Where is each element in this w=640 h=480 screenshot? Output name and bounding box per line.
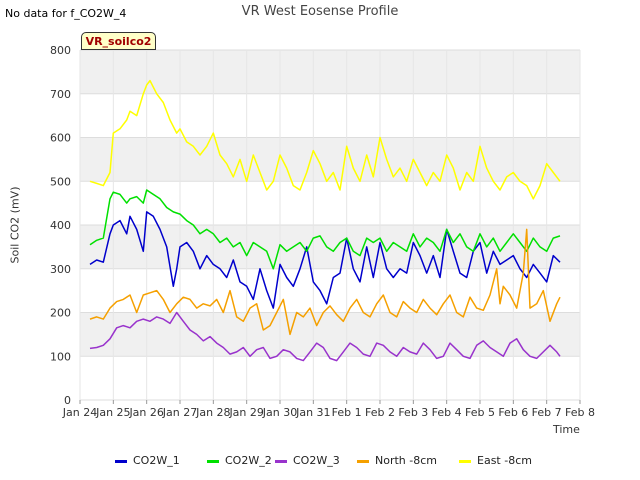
y-tick-label: 200 [50, 307, 71, 320]
legend-label: CO2W_1 [133, 454, 180, 467]
y-tick-label: 300 [50, 263, 71, 276]
series-line-east-8cm [89, 79, 561, 200]
series-line-north-8cm [89, 228, 561, 336]
y-tick-label: 100 [50, 350, 71, 363]
x-tick-label: Feb 2 [365, 406, 395, 419]
x-tick-label: Feb 3 [398, 406, 428, 419]
x-tick-label: Jan 31 [295, 406, 330, 419]
x-tick-label: Jan 25 [95, 406, 130, 419]
y-tick-label: 800 [50, 44, 71, 57]
plot-band [80, 312, 580, 357]
plot-band [80, 225, 580, 269]
legend-item[interactable]: CO2W_3 [275, 453, 340, 469]
x-tick-label: Feb 5 [465, 406, 495, 419]
x-tick-label: Feb 8 [565, 406, 595, 419]
x-tick-label: Feb 1 [332, 406, 362, 419]
plot-bands [80, 50, 580, 357]
series-line-co2w-2 [89, 189, 561, 270]
x-axis-label: Time [553, 423, 580, 436]
x-tick-label: Jan 26 [128, 406, 163, 419]
x-tick-label: Feb 4 [432, 406, 462, 419]
x-tick-label: Jan 24 [62, 406, 97, 419]
legend-swatch [357, 459, 369, 463]
legend-item[interactable]: CO2W_2 [207, 453, 272, 469]
legend-item[interactable]: CO2W_1 [115, 453, 180, 469]
legend-swatch [115, 459, 127, 463]
legend-label: East -8cm [477, 454, 532, 467]
x-tick-label: Jan 28 [195, 406, 230, 419]
chart-title: VR West Eosense Profile [241, 4, 399, 19]
legend-label: North -8cm [375, 454, 437, 467]
y-tick-label: 600 [50, 132, 71, 145]
plot-band [80, 137, 580, 182]
x-tick-label: Jan 29 [228, 406, 263, 419]
legend-item[interactable]: East -8cm [459, 453, 532, 469]
series-lines [89, 79, 561, 362]
y-tick-label: 500 [50, 175, 71, 188]
site-badge: VR_soilco2 [81, 32, 156, 50]
series-line-co2w-3 [89, 311, 561, 362]
legend-swatch [207, 459, 219, 463]
y-axis-label: Soil CO2 (mV) [8, 186, 22, 264]
x-tick-label: Jan 27 [162, 406, 197, 419]
y-ticks: 0 100 200 300 400 500 600 700 800 [50, 44, 71, 407]
legend: CO2W_1 CO2W_2 CO2W_3 North -8cm East -8cm [0, 453, 640, 469]
y-tick-label: 0 [64, 394, 71, 407]
x-tick-label: Feb 6 [498, 406, 528, 419]
legend-item[interactable]: North -8cm [357, 453, 437, 469]
x-tick-label: Jan 30 [262, 406, 297, 419]
legend-swatch [459, 459, 471, 463]
y-tick-label: 700 [50, 88, 71, 101]
legend-swatch [275, 459, 287, 463]
no-data-message: No data for f_CO2W_4 [5, 7, 127, 20]
plot-band [80, 50, 580, 94]
y-tick-label: 400 [50, 219, 71, 232]
legend-label: CO2W_2 [225, 454, 272, 467]
legend-label: CO2W_3 [293, 454, 340, 467]
series-line-co2w-1 [89, 211, 561, 309]
x-tick-label: Feb 7 [532, 406, 562, 419]
